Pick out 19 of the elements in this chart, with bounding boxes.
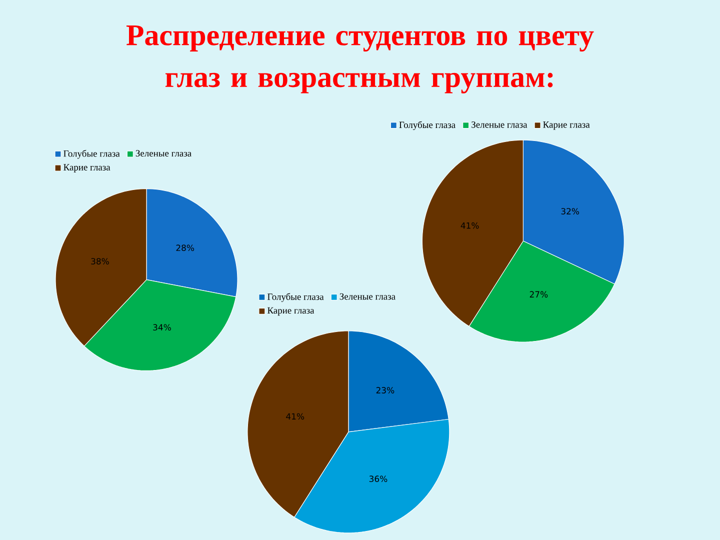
legend-label: Зеленые глаза [340, 293, 396, 300]
data-label: 34% [153, 324, 171, 331]
data-label: 36% [369, 476, 388, 482]
legend-label: Карие глаза [543, 121, 590, 130]
legend-label: Голубые глаза [268, 293, 324, 302]
data-label: 32% [561, 208, 580, 214]
legend-label: Голубые глаза [399, 121, 456, 130]
legend-label: Зеленые глаза [136, 150, 192, 157]
legend-label: Карие глаза [64, 164, 110, 172]
data-label: 38% [91, 258, 109, 265]
legend-label: Зеленые глаза [472, 121, 528, 128]
text: Распределение студентов по цвету глаз и возрастным группам: [126, 26, 594, 94]
legend-label: Карие глаза [268, 307, 314, 316]
data-label: 41% [460, 222, 479, 229]
legend-label: Голубые глаза [64, 150, 120, 159]
data-label: 23% [376, 387, 394, 394]
data-label: 28% [176, 244, 194, 252]
data-label: 27% [530, 291, 548, 298]
data-label: 41% [286, 413, 304, 420]
